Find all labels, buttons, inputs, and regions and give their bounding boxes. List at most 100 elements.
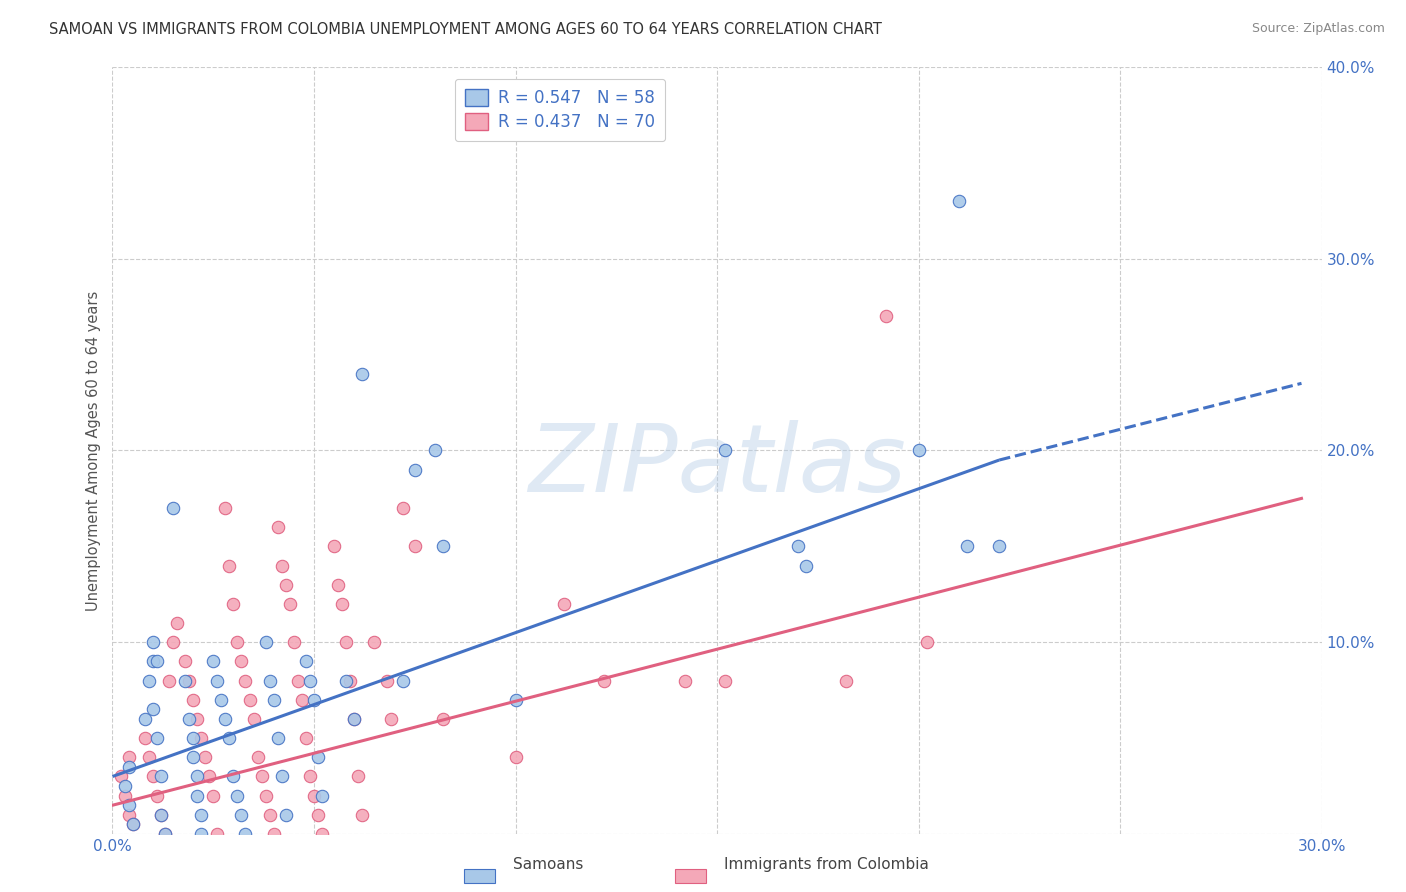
Point xyxy=(235,827,257,841)
Point xyxy=(181,750,204,764)
Point xyxy=(404,462,426,476)
Point xyxy=(307,808,329,822)
Point xyxy=(186,769,208,784)
Point xyxy=(142,635,165,649)
Point xyxy=(146,789,169,803)
Point xyxy=(153,827,176,841)
Point xyxy=(149,769,172,784)
Point xyxy=(121,817,143,831)
Point xyxy=(194,750,217,764)
Point xyxy=(259,673,281,688)
Point xyxy=(254,789,277,803)
Point xyxy=(553,597,575,611)
Point xyxy=(391,673,413,688)
Point xyxy=(238,692,260,706)
Point xyxy=(162,500,184,515)
Point xyxy=(231,655,253,669)
Text: Samoans: Samoans xyxy=(513,857,583,872)
Point xyxy=(907,443,929,458)
Point xyxy=(214,500,236,515)
Point xyxy=(117,808,139,822)
Point xyxy=(235,673,257,688)
Point xyxy=(505,750,527,764)
Point xyxy=(134,731,156,746)
Point xyxy=(988,539,1011,553)
Point xyxy=(295,731,318,746)
Point xyxy=(114,789,136,803)
Point xyxy=(948,194,970,208)
Point xyxy=(335,673,357,688)
Point xyxy=(202,789,225,803)
Point xyxy=(505,692,527,706)
Point xyxy=(142,655,165,669)
Point xyxy=(174,673,197,688)
Point xyxy=(162,635,184,649)
Point xyxy=(343,712,366,726)
Point xyxy=(298,673,321,688)
Point xyxy=(226,789,249,803)
Point xyxy=(339,673,361,688)
Point xyxy=(423,443,446,458)
Point xyxy=(222,597,245,611)
Point xyxy=(166,615,188,630)
Point xyxy=(352,808,374,822)
Point xyxy=(181,692,204,706)
Point xyxy=(794,558,817,573)
Point xyxy=(146,731,169,746)
Point xyxy=(347,769,370,784)
Point xyxy=(190,731,212,746)
Point xyxy=(207,673,229,688)
Point xyxy=(274,578,297,592)
Point xyxy=(328,578,350,592)
Point xyxy=(190,808,212,822)
Point xyxy=(330,597,353,611)
Point xyxy=(270,769,292,784)
Point xyxy=(432,712,454,726)
Point xyxy=(267,731,290,746)
Point xyxy=(177,673,200,688)
Point xyxy=(186,789,208,803)
Point xyxy=(291,692,314,706)
Point xyxy=(835,673,858,688)
Point xyxy=(142,769,165,784)
Point xyxy=(198,769,221,784)
Point xyxy=(138,750,160,764)
Point xyxy=(283,635,305,649)
Point xyxy=(956,539,979,553)
Point xyxy=(117,760,139,774)
Point xyxy=(231,808,253,822)
Point xyxy=(323,539,346,553)
Point xyxy=(110,769,132,784)
Point xyxy=(278,597,301,611)
Point xyxy=(250,769,273,784)
Point xyxy=(263,827,285,841)
Point xyxy=(114,779,136,793)
Point xyxy=(786,539,808,553)
Point xyxy=(117,798,139,813)
Point xyxy=(263,692,285,706)
Point xyxy=(267,520,290,534)
Point xyxy=(363,635,385,649)
Point xyxy=(311,827,333,841)
Text: SAMOAN VS IMMIGRANTS FROM COLOMBIA UNEMPLOYMENT AMONG AGES 60 TO 64 YEARS CORREL: SAMOAN VS IMMIGRANTS FROM COLOMBIA UNEMP… xyxy=(49,22,882,37)
Point xyxy=(138,673,160,688)
Point xyxy=(259,808,281,822)
Point xyxy=(190,827,212,841)
Point xyxy=(311,789,333,803)
Point xyxy=(673,673,696,688)
Point xyxy=(117,750,139,764)
Point xyxy=(375,673,398,688)
Point xyxy=(181,731,204,746)
Point xyxy=(246,750,269,764)
Point xyxy=(242,712,264,726)
Point xyxy=(174,655,197,669)
Point xyxy=(222,769,245,784)
Point xyxy=(380,712,402,726)
Point xyxy=(134,712,156,726)
Point xyxy=(142,702,165,716)
Point xyxy=(226,635,249,649)
Point xyxy=(177,712,200,726)
Point xyxy=(302,692,325,706)
Point xyxy=(343,712,366,726)
Point xyxy=(254,635,277,649)
